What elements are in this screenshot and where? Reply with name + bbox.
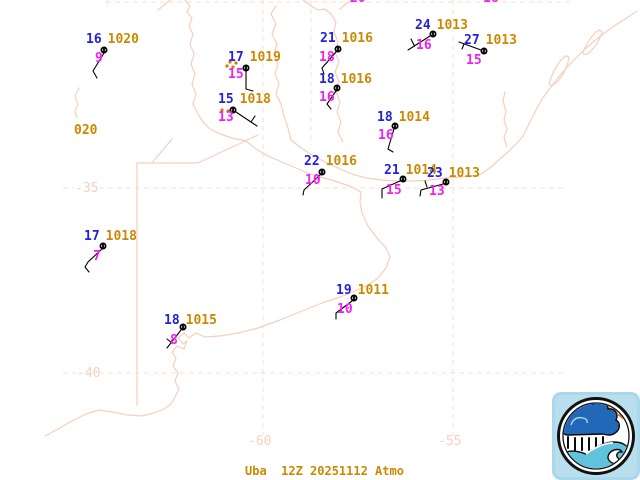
station-temperature: 17 [228,50,244,65]
station-pressure: 1014 [405,163,437,178]
station-plot-temp-pressure: 15 1018 [218,93,271,106]
station-plot-temp-pressure: 27 1013 [464,34,517,47]
station-circles-group [99,30,488,331]
station-dewpoint: 15 [386,183,402,198]
station-dewpoint: 8 [170,333,178,348]
station-plot-temp-pressure: 17 1019 [228,51,281,64]
gridlines-group [63,0,572,436]
partial-dewpoint-top-2: 16 [483,0,499,5]
station-pressure: 1018 [105,229,137,244]
coastline-group [44,0,638,437]
station-pressure: 1011 [357,283,389,298]
station-plot-temp-pressure: 18 1015 [164,314,217,327]
station-pressure: 1013 [448,166,480,181]
partial-dewpoint-top-1: 20 [350,0,366,5]
map-caption: Uba 12Z 20251112 Atmo [245,464,404,478]
station-dewpoint: 10 [305,173,321,188]
station-dewpoint: 9 [95,51,103,66]
station-pressure: 1016 [340,72,372,87]
station-plot-temp-pressure: 18 1016 [319,73,372,86]
station-pressure: 1016 [325,154,357,169]
station-dewpoint: 15 [228,67,244,82]
station-temperature: 19 [336,283,352,298]
station-dewpoint: 10 [337,302,353,317]
station-plot-temp-pressure: 18 1014 [377,111,430,124]
lat-label-40: -40 [76,366,102,381]
station-pressure: 1014 [398,110,430,125]
station-plot-temp-pressure: 16 1020 [86,33,139,46]
station-dewpoint: 15 [466,53,482,68]
weather-drizzle-icons [220,60,238,113]
station-temperature: 18 [377,110,393,125]
station-dewpoint: 18 [319,50,335,65]
lon-label-55: -55 [437,434,463,449]
station-temperature: 23 [427,166,443,181]
station-pressure: 1013 [436,18,468,33]
wind-barbs-group [84,35,482,349]
station-temperature: 21 [320,31,336,46]
station-pressure: 1015 [185,313,217,328]
station-dewpoint: 16 [319,90,335,105]
station-temperature: 17 [84,229,100,244]
station-temperature: 16 [86,32,102,47]
station-temperature: 21 [384,163,400,178]
station-plot-temp-pressure: 23 1013 [427,167,480,180]
station-temperature: 18 [164,313,180,328]
station-pressure: 1018 [239,92,271,107]
station-pressure: 1016 [341,31,373,46]
station-temperature: 22 [304,154,320,169]
station-plot-temp-pressure: 24 1013 [415,19,468,32]
station-plot-temp-pressure: 21 1016 [320,32,373,45]
uba-atmo-ocean-logo [552,392,640,480]
lon-label-60: -60 [247,434,273,449]
partial-pressure-left: 020 [74,123,98,138]
station-temperature: 27 [464,33,480,48]
station-pressure: 1013 [485,33,517,48]
station-dewpoint: 16 [416,38,432,53]
station-dewpoint: 16 [378,128,394,143]
station-pressure: 1019 [249,50,281,65]
station-dewpoint: 13 [218,110,234,125]
station-temperature: 18 [319,72,335,87]
station-temperature: 15 [218,92,234,107]
station-plot-temp-pressure: 21 1014 [384,164,437,177]
station-plot-temp-pressure: 19 1011 [336,284,389,297]
lat-label-35: -35 [74,181,100,196]
station-plot-temp-pressure: 22 1016 [304,155,357,168]
station-dewpoint: 7 [93,249,101,264]
station-pressure: 1020 [107,32,139,47]
station-dewpoint: 13 [429,184,445,199]
station-temperature: 24 [415,18,431,33]
station-plot-temp-pressure: 17 1018 [84,230,137,243]
